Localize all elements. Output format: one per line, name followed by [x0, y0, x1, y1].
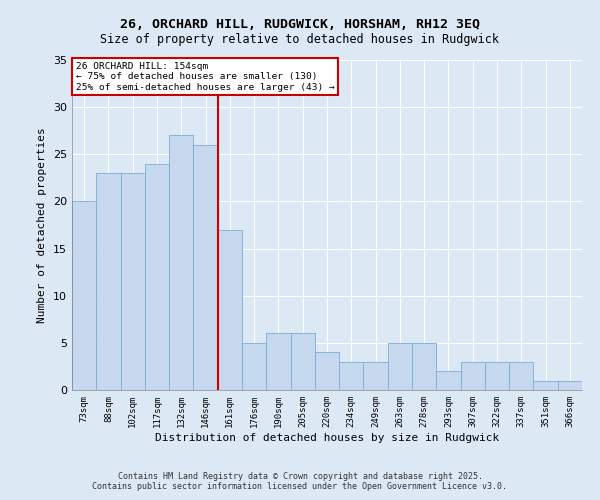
Bar [388, 343, 412, 390]
Bar [169, 136, 193, 390]
Bar [266, 334, 290, 390]
Bar [558, 380, 582, 390]
Bar [72, 202, 96, 390]
Bar [290, 334, 315, 390]
Text: Contains public sector information licensed under the Open Government Licence v3: Contains public sector information licen… [92, 482, 508, 491]
Bar [509, 362, 533, 390]
Bar [533, 380, 558, 390]
Text: Contains HM Land Registry data © Crown copyright and database right 2025.: Contains HM Land Registry data © Crown c… [118, 472, 482, 481]
Bar [242, 343, 266, 390]
Bar [364, 362, 388, 390]
Bar [145, 164, 169, 390]
Bar [315, 352, 339, 390]
Bar [436, 371, 461, 390]
Text: 26, ORCHARD HILL, RUDGWICK, HORSHAM, RH12 3EQ: 26, ORCHARD HILL, RUDGWICK, HORSHAM, RH1… [120, 18, 480, 30]
Bar [218, 230, 242, 390]
Bar [121, 173, 145, 390]
Y-axis label: Number of detached properties: Number of detached properties [37, 127, 47, 323]
Text: Size of property relative to detached houses in Rudgwick: Size of property relative to detached ho… [101, 32, 499, 46]
Bar [412, 343, 436, 390]
Bar [193, 145, 218, 390]
Bar [339, 362, 364, 390]
Bar [96, 173, 121, 390]
Text: 26 ORCHARD HILL: 154sqm
← 75% of detached houses are smaller (130)
25% of semi-d: 26 ORCHARD HILL: 154sqm ← 75% of detache… [76, 62, 334, 92]
X-axis label: Distribution of detached houses by size in Rudgwick: Distribution of detached houses by size … [155, 432, 499, 442]
Bar [461, 362, 485, 390]
Bar [485, 362, 509, 390]
